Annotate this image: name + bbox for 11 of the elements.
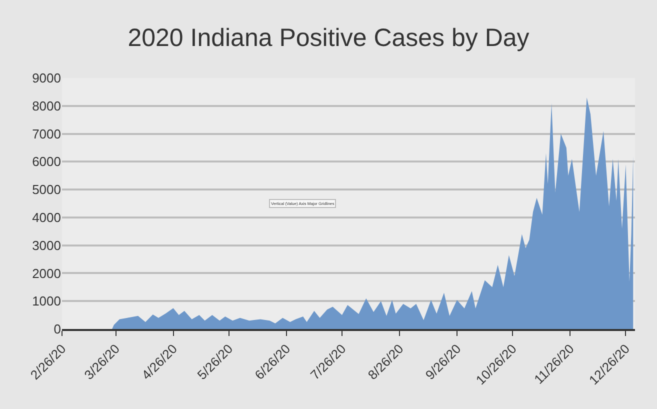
y-tick-label: 7000 [32, 126, 61, 142]
y-tick-label: 4000 [32, 210, 61, 225]
y-tick-label: 9000 [32, 70, 61, 86]
chart-title: 2020 Indiana Positive Cases by Day [128, 24, 530, 52]
y-tick-label: 1000 [32, 294, 61, 309]
y-tick-label: 2000 [32, 266, 61, 281]
y-tick-label: 0 [54, 322, 61, 337]
y-tick-label: 5000 [32, 182, 61, 198]
y-tick-label: 6000 [32, 154, 61, 170]
y-tick-label: 8000 [32, 98, 61, 114]
y-tick-label: 3000 [32, 238, 61, 253]
